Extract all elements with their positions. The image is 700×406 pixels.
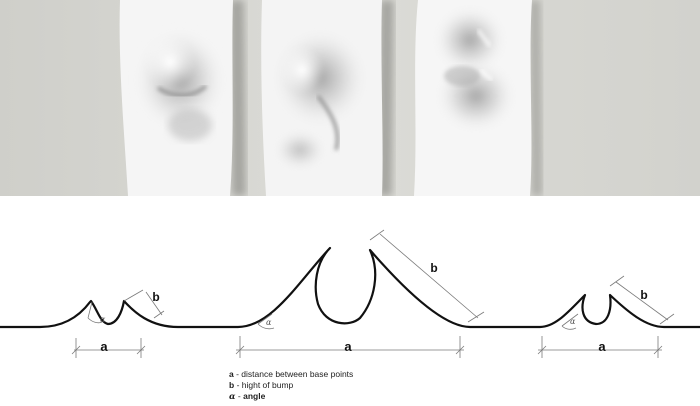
paper-sample-1 — [119, 0, 233, 196]
dimension-legend: a - distance between base points b - hig… — [229, 369, 353, 403]
legend-text: distance between base points — [241, 369, 354, 379]
legend-separator: - — [233, 369, 242, 379]
legend-separator: - — [235, 391, 244, 401]
dimension-lines — [71, 229, 675, 358]
small-bump-base-label: a — [100, 339, 108, 354]
profile-curve — [0, 246, 700, 329]
large-bump-base-label: a — [344, 339, 352, 354]
legend-row-a: a - distance between base points — [229, 369, 353, 380]
small-bump-angle-label: α — [100, 315, 106, 324]
large-bump-angle-label: α — [266, 318, 272, 327]
right-bump-base-label: a — [598, 339, 606, 354]
paper-sample-3 — [414, 0, 532, 196]
legend-row-alpha: α - angle — [229, 391, 353, 403]
legend-key: b — [229, 380, 235, 390]
paper-sample-2 — [261, 0, 383, 196]
small-bump-height-label: b — [152, 290, 159, 304]
legend-text: angle — [243, 391, 266, 401]
legend-row-b: b - hight of bump — [229, 380, 353, 391]
bump-profile-diagram: a b α a b α a b α — [0, 196, 700, 406]
right-bump-height-label: b — [640, 288, 647, 302]
legend-text: hight of bump — [241, 380, 294, 390]
legend-key: α — [229, 392, 236, 402]
legend-separator: - — [234, 380, 242, 390]
folded-paper-photo — [0, 0, 700, 196]
legend-key: a — [229, 369, 234, 379]
right-bump-angle-label: α — [570, 317, 576, 326]
large-bump-height-label: b — [430, 261, 437, 275]
